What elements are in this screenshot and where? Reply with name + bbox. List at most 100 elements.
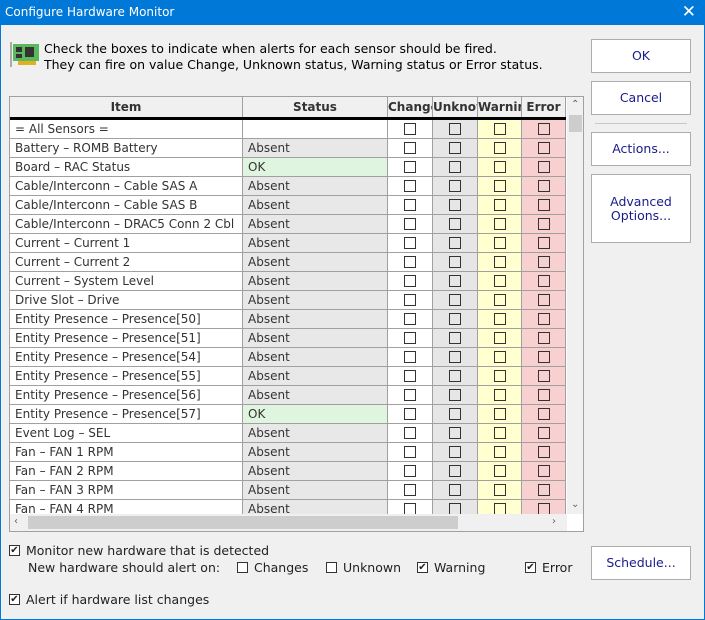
alert-checkbox[interactable]	[537, 370, 550, 382]
alert-checkbox[interactable]	[404, 427, 416, 439]
alert-checkbox[interactable]	[404, 123, 416, 135]
changes-checkbox[interactable]: Changes	[237, 560, 308, 575]
alert-checkbox[interactable]	[449, 332, 461, 344]
table-row[interactable]: Current – Current 2 Absent	[10, 253, 566, 272]
alert-checkbox[interactable]	[404, 199, 416, 211]
alert-checkbox[interactable]	[493, 180, 506, 192]
alert-checkbox[interactable]	[449, 256, 461, 268]
alert-checkbox[interactable]	[537, 351, 550, 363]
alert-checkbox[interactable]	[537, 275, 550, 287]
alert-checkbox[interactable]	[493, 446, 506, 458]
alert-checkbox[interactable]	[449, 465, 461, 477]
schedule-button[interactable]: Schedule...	[591, 546, 691, 580]
alert-checkbox[interactable]	[449, 351, 461, 363]
alert-checkbox[interactable]	[404, 218, 416, 230]
alert-checkbox[interactable]	[404, 237, 416, 249]
alert-checkbox[interactable]	[537, 389, 550, 401]
actions-button[interactable]: Actions...	[591, 132, 691, 166]
advanced-options-button[interactable]: Advanced Options...	[591, 174, 691, 243]
alert-checkbox[interactable]	[449, 161, 461, 173]
ok-button[interactable]: OK	[591, 39, 691, 73]
alert-checkbox[interactable]	[493, 332, 506, 344]
alert-checkbox[interactable]	[449, 484, 461, 496]
vertical-scrollbar[interactable]: ⌃ ⌄	[567, 97, 583, 514]
checkbox-box[interactable]	[326, 562, 337, 573]
horizontal-scroll-thumb[interactable]	[28, 516, 458, 529]
alert-checkbox[interactable]	[493, 256, 506, 268]
checkbox-box[interactable]	[237, 562, 248, 573]
alert-checkbox[interactable]	[449, 199, 461, 211]
column-header-warning[interactable]: Warning	[478, 97, 522, 117]
alert-checkbox[interactable]	[449, 275, 461, 287]
table-row[interactable]: Board – RAC Status OK	[10, 158, 566, 177]
alert-checkbox[interactable]	[404, 161, 416, 173]
alert-checkbox[interactable]	[404, 465, 416, 477]
table-row[interactable]: Drive Slot – Drive Absent	[10, 291, 566, 310]
alert-checkbox[interactable]	[537, 465, 550, 477]
alert-checkbox[interactable]	[404, 370, 416, 382]
column-header-error[interactable]: Error	[522, 97, 566, 117]
column-header-item[interactable]: Item	[10, 97, 243, 117]
alert-checkbox[interactable]	[404, 332, 416, 344]
scroll-left-icon[interactable]: ‹	[14, 516, 18, 527]
cancel-button[interactable]: Cancel	[591, 81, 691, 115]
column-header-unknown[interactable]: Unknown	[433, 97, 478, 117]
alert-checkbox[interactable]	[449, 237, 461, 249]
table-row[interactable]: Entity Presence – Presence[50] Absent	[10, 310, 566, 329]
alert-checkbox[interactable]	[493, 142, 506, 154]
alert-checkbox[interactable]	[537, 161, 550, 173]
alert-checkbox[interactable]	[493, 275, 506, 287]
table-row[interactable]: = All Sensors =	[10, 120, 566, 139]
alert-checkbox[interactable]	[404, 256, 416, 268]
alert-checkbox[interactable]	[493, 370, 506, 382]
alert-checkbox[interactable]	[537, 332, 550, 344]
table-row[interactable]: Fan – FAN 2 RPM Absent	[10, 462, 566, 481]
alert-checkbox[interactable]	[493, 237, 506, 249]
checkbox-box[interactable]: ✔	[9, 545, 20, 556]
alert-checkbox[interactable]	[493, 123, 506, 135]
alert-checkbox[interactable]	[449, 142, 461, 154]
alert-checkbox[interactable]	[404, 275, 416, 287]
scroll-down-icon[interactable]: ⌄	[571, 499, 580, 510]
table-row[interactable]: Battery – ROMB Battery Absent	[10, 139, 566, 158]
alert-checkbox[interactable]	[493, 351, 506, 363]
alert-checkbox[interactable]	[449, 408, 461, 420]
alert-checkbox[interactable]	[493, 389, 506, 401]
alert-checkbox[interactable]	[537, 446, 550, 458]
alert-checkbox[interactable]	[537, 218, 550, 230]
alert-checkbox[interactable]	[493, 427, 506, 439]
alert-checkbox[interactable]	[404, 142, 416, 154]
table-row[interactable]: Entity Presence – Presence[51] Absent	[10, 329, 566, 348]
horizontal-scrollbar[interactable]: ‹ ›	[10, 514, 567, 531]
scroll-up-icon[interactable]: ⌃	[571, 99, 580, 110]
alert-checkbox[interactable]	[449, 218, 461, 230]
alert-checkbox[interactable]	[493, 408, 506, 420]
alert-checkbox[interactable]	[537, 256, 550, 268]
alert-checkbox[interactable]	[537, 180, 550, 192]
table-row[interactable]: Event Log – SEL Absent	[10, 424, 566, 443]
alert-checkbox[interactable]	[493, 465, 506, 477]
alert-checkbox[interactable]	[404, 408, 416, 420]
table-row[interactable]: Cable/Interconn – Cable SAS B Absent	[10, 196, 566, 215]
alert-checkbox[interactable]	[404, 180, 416, 192]
alert-checkbox[interactable]	[449, 294, 461, 306]
table-row[interactable]: Fan – FAN 3 RPM Absent	[10, 481, 566, 500]
alert-checkbox[interactable]	[449, 370, 461, 382]
column-header-change[interactable]: Change	[388, 97, 433, 117]
scroll-right-icon[interactable]: ›	[552, 516, 556, 527]
alert-checkbox[interactable]	[537, 123, 550, 135]
column-header-status[interactable]: Status	[243, 97, 388, 117]
alert-checkbox[interactable]	[449, 123, 461, 135]
table-row[interactable]: Entity Presence – Presence[54] Absent	[10, 348, 566, 367]
alert-checkbox[interactable]	[537, 313, 550, 325]
alert-checkbox[interactable]	[404, 389, 416, 401]
alert-checkbox[interactable]	[449, 446, 461, 458]
alert-checkbox[interactable]	[449, 427, 461, 439]
alert-checkbox[interactable]	[537, 408, 550, 420]
alert-checkbox[interactable]	[493, 218, 506, 230]
alert-checkbox[interactable]	[449, 389, 461, 401]
alert-checkbox[interactable]	[449, 180, 461, 192]
table-row[interactable]: Fan – FAN 1 RPM Absent	[10, 443, 566, 462]
alert-hardware-list-checkbox[interactable]: ✔ Alert if hardware list changes	[9, 592, 209, 607]
alert-checkbox[interactable]	[493, 199, 506, 211]
